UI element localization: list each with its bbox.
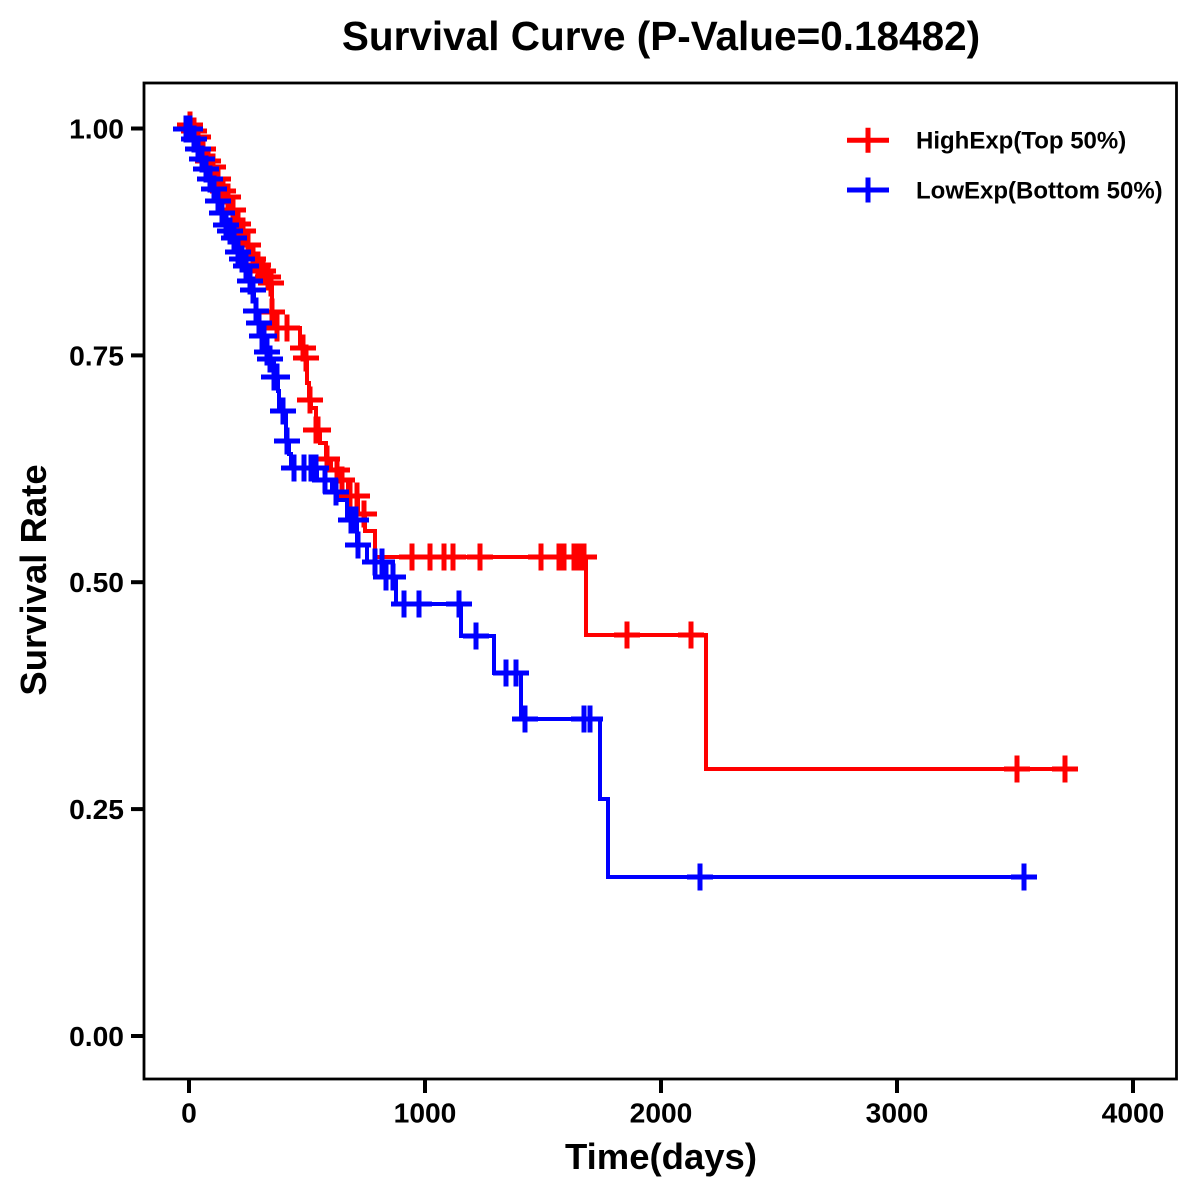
svg-text:0.50: 0.50	[69, 566, 124, 598]
svg-text:Survival Rate: Survival Rate	[13, 464, 54, 695]
svg-text:1000: 1000	[394, 1097, 457, 1129]
svg-text:0: 0	[181, 1097, 197, 1129]
svg-text:1.00: 1.00	[69, 113, 124, 145]
svg-text:2000: 2000	[630, 1097, 693, 1129]
svg-text:0.75: 0.75	[69, 339, 124, 371]
svg-text:HighExp(Top 50%): HighExp(Top 50%)	[916, 128, 1126, 155]
svg-text:0.25: 0.25	[69, 793, 124, 825]
svg-text:0.00: 0.00	[69, 1020, 124, 1052]
svg-text:4000: 4000	[1102, 1097, 1165, 1129]
svg-text:LowExp(Bottom 50%): LowExp(Bottom 50%)	[916, 177, 1163, 204]
svg-text:Survival Curve (P-Value=0.1848: Survival Curve (P-Value=0.18482)	[342, 13, 980, 59]
svg-text:Time(days): Time(days)	[565, 1136, 757, 1177]
svg-text:3000: 3000	[866, 1097, 929, 1129]
